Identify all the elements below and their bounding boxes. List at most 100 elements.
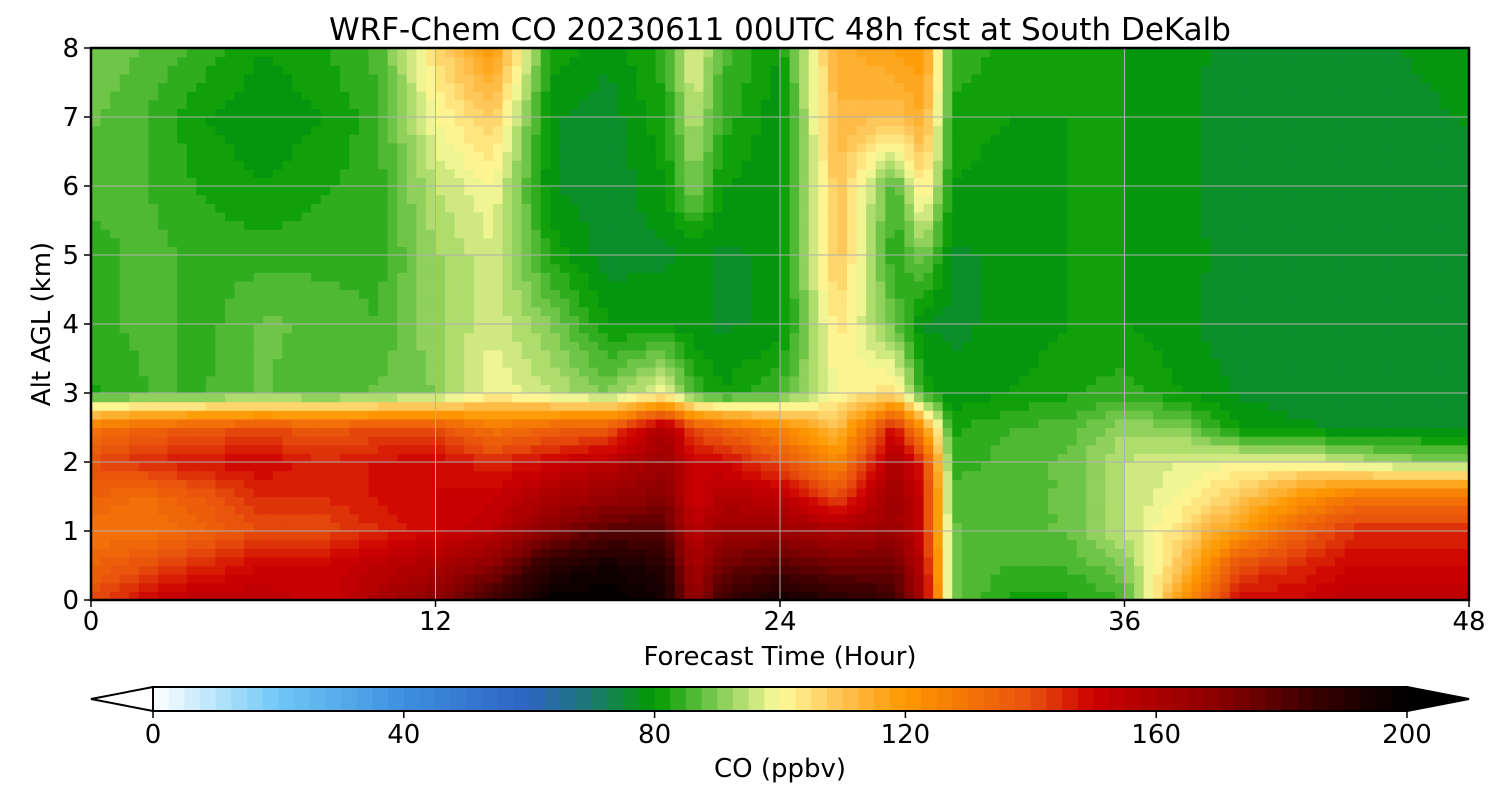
contour-cell — [1000, 306, 1011, 316]
contour-cell — [923, 531, 934, 541]
contour-cell — [196, 565, 207, 575]
contour-cell — [272, 418, 283, 429]
contour-cell — [1239, 487, 1250, 498]
contour-cell — [837, 565, 848, 575]
contour-cell — [1354, 341, 1365, 351]
contour-cell — [885, 453, 896, 463]
contour-cell — [894, 539, 905, 549]
contour-cell — [980, 384, 992, 394]
contour-cell — [1153, 384, 1164, 394]
contour-cell — [741, 315, 752, 325]
contour-cell — [1076, 427, 1087, 437]
contour-cell — [1325, 556, 1336, 567]
contour-cell — [990, 582, 1001, 592]
contour-cell — [980, 298, 992, 308]
contour-cell — [808, 496, 819, 506]
contour-cell — [349, 410, 360, 420]
contour-cell — [129, 487, 140, 498]
contour-cell — [1114, 358, 1126, 368]
contour-cell — [837, 591, 848, 600]
contour-cell — [1105, 582, 1116, 592]
contour-cell — [100, 444, 111, 454]
contour-cell — [636, 565, 647, 575]
contour-cell — [1114, 522, 1126, 532]
contour-cell — [646, 462, 657, 472]
contour-cell — [1086, 315, 1097, 325]
contour-cell — [1287, 574, 1298, 584]
contour-cell — [521, 470, 532, 480]
contour-cell — [1028, 453, 1039, 463]
contour-cell — [866, 410, 877, 420]
contour-cell — [1105, 513, 1116, 523]
contour-cell — [1105, 462, 1116, 472]
contour-cell — [540, 574, 551, 584]
contour-cell — [837, 427, 848, 437]
contour-cell — [320, 393, 331, 403]
contour-cell — [1430, 496, 1441, 506]
contour-cell — [445, 436, 456, 446]
contour-cell — [1057, 444, 1068, 454]
contour-cell — [1344, 367, 1355, 377]
contour-cell — [1201, 548, 1212, 558]
contour-cell — [1009, 375, 1020, 385]
contour-cell — [1153, 332, 1164, 342]
contour-cell — [665, 401, 676, 411]
contour-cell — [1153, 496, 1164, 506]
contour-cell — [684, 367, 695, 377]
contour-cell — [234, 436, 245, 446]
contour-cell — [301, 298, 312, 308]
contour-cell — [272, 522, 283, 532]
contour-cell — [703, 582, 714, 592]
contour-cell — [579, 556, 590, 567]
contour-cell — [91, 324, 102, 334]
contour-cell — [1220, 349, 1231, 360]
contour-cell — [751, 418, 762, 429]
contour-cell — [1373, 522, 1384, 532]
contour-cell — [559, 453, 571, 463]
contour-cell — [397, 306, 408, 316]
contour-cell — [1162, 444, 1173, 454]
contour-cell — [674, 531, 685, 541]
contour-cell — [224, 358, 236, 368]
contour-cell — [205, 375, 216, 385]
contour-cell — [875, 470, 886, 480]
contour-cell — [349, 453, 360, 463]
contour-cell — [990, 427, 1001, 437]
contour-cell — [483, 401, 494, 411]
contour-cell — [177, 393, 188, 403]
contour-cell — [741, 505, 752, 515]
contour-cell — [425, 470, 437, 480]
contour-cell — [617, 410, 628, 420]
contour-cell — [885, 539, 896, 549]
contour-cell — [789, 332, 800, 342]
contour-cell — [760, 367, 772, 377]
contour-cell — [167, 556, 178, 567]
contour-cell — [1411, 384, 1422, 394]
contour-cell — [167, 453, 178, 463]
contour-cell — [1172, 375, 1183, 385]
contour-cell — [760, 574, 772, 584]
contour-cell — [119, 505, 130, 515]
contour-cell — [224, 574, 236, 584]
contour-cell — [1344, 453, 1355, 463]
contour-cell — [138, 513, 150, 523]
contour-cell — [320, 298, 331, 308]
contour-cell — [1086, 470, 1097, 480]
contour-cell — [1210, 367, 1221, 377]
contour-cell — [473, 453, 484, 463]
contour-cell — [760, 332, 772, 342]
contour-cell — [110, 349, 121, 360]
contour-cell — [119, 479, 130, 489]
contour-cell — [1344, 332, 1355, 342]
contour-cell — [1411, 574, 1422, 584]
contour-cell — [1019, 565, 1030, 575]
contour-cell — [789, 487, 800, 498]
contour-cell — [1105, 487, 1116, 498]
contour-cell — [311, 453, 322, 463]
contour-cell — [416, 505, 427, 515]
contour-cell — [148, 315, 159, 325]
contour-cell — [1124, 367, 1135, 377]
contour-cell — [253, 358, 264, 368]
contour-cell — [1373, 349, 1384, 360]
contour-cell — [780, 444, 791, 454]
